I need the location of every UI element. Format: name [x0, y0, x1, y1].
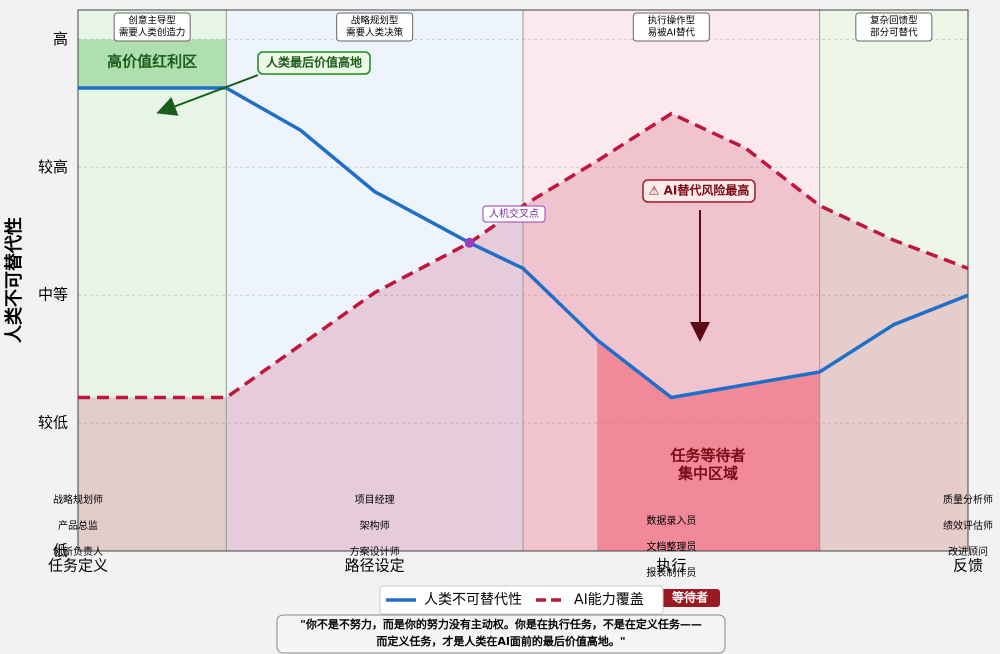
zone-label-box: [855, 12, 933, 42]
role-label: 报表制作员: [646, 566, 696, 579]
quote-box: [276, 614, 726, 654]
x-tick-label: 路径设定: [345, 557, 405, 575]
quote-line: "你不是不努力，而是你的努力没有主动权。你是在执行任务，不是在定义任务——: [300, 617, 702, 631]
high-zone-box: [78, 39, 227, 89]
role-label: 数据录入员: [646, 514, 696, 527]
role-label: 项目经理: [355, 493, 395, 506]
legend-box: [379, 585, 664, 615]
role-label: 改进顾问: [948, 545, 988, 558]
zone-label: 易被AI替代: [648, 27, 696, 39]
waiting-label: 集中区域: [677, 465, 738, 483]
legend-label: AI能力覆盖: [574, 592, 644, 608]
role-label: 文档整理员: [646, 540, 696, 553]
crossing-label: 人机交叉点: [489, 207, 539, 220]
x-tick-label: 执行: [656, 557, 686, 575]
zone-label: 部分可替代: [870, 27, 918, 39]
high-zone-label: 高价值红利区: [107, 53, 197, 71]
annotation-box: [257, 51, 371, 75]
legend-label: 人类不可替代性: [424, 592, 522, 608]
crossing-point: [464, 237, 475, 248]
zone-label: 执行操作型: [648, 15, 696, 27]
waiting-label: 任务等待者: [669, 447, 745, 465]
annotation-box: [642, 179, 756, 203]
role-label: 绩效评估师: [943, 519, 993, 532]
zone-label: 需要人类创造力: [119, 27, 186, 39]
y-tick-label: 较高: [38, 158, 68, 176]
y-tick-label: 高: [53, 30, 68, 48]
zone-label-box: [336, 12, 414, 42]
zone-label: 需要人类决策: [346, 27, 404, 39]
zone-band: [819, 10, 968, 551]
waiting-region: [597, 339, 820, 551]
role-label: 质量分析师: [943, 493, 993, 506]
x-tick-label: 反馈: [953, 557, 983, 575]
plot-frame: [77, 9, 969, 552]
zone-label-box: [113, 12, 191, 42]
y-tick-label: 较低: [38, 414, 68, 432]
arrow: [156, 74, 259, 116]
annotation: ⚠ AI替代风险最高: [649, 183, 750, 198]
crossing-label-box: [482, 205, 546, 223]
zone-label: 复杂回馈型: [870, 15, 918, 27]
x-tick-label: 任务定义: [48, 557, 108, 575]
quote-line: 而定义任务，才是人类在AI面前的最后价值高地。": [376, 634, 625, 648]
series-line: [78, 111, 969, 400]
zone-band: [226, 10, 524, 551]
y-axis-label: 人类不可替代性: [3, 217, 25, 343]
annotation: 人类最后价值高地: [266, 55, 362, 70]
role-label: 产品总监: [58, 519, 98, 532]
y-tick-label: 中等: [38, 286, 68, 304]
role-label: 方案设计师: [350, 545, 400, 558]
zone-band: [78, 10, 227, 551]
series-line: [78, 86, 969, 400]
role-label: 创新负责人: [53, 545, 103, 558]
role-label: 战略规划师: [53, 493, 103, 506]
y-tick-label: 低: [53, 542, 68, 560]
zone-label: 创意主导型: [128, 15, 176, 27]
role-label: 架构师: [360, 519, 390, 532]
waiting-tag-box: [660, 589, 720, 607]
zone-label-box: [632, 12, 710, 42]
zone-label: 战略规划型: [351, 15, 399, 27]
waiting-tag: 等待者: [671, 590, 708, 605]
